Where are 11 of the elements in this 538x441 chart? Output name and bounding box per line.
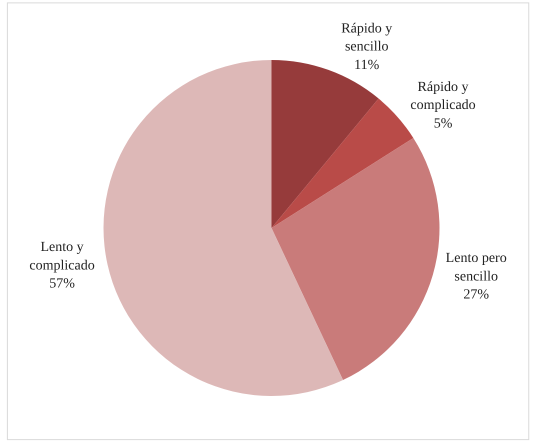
pie-slice: [272, 60, 379, 228]
data-label: 27%: [463, 288, 490, 303]
data-label: 57%: [49, 276, 76, 292]
slice-label: Lento pero sencillo: [446, 251, 507, 284]
pie-slice: [104, 60, 344, 396]
data-label: 5%: [434, 116, 453, 132]
pie-slice: [272, 138, 440, 380]
slice-label: Rápido y sencillo: [341, 21, 392, 55]
slice-label: Lento y complicado: [29, 240, 95, 274]
slice-label: Rápido y complicado: [410, 80, 476, 114]
data-label: 11%: [354, 58, 380, 73]
